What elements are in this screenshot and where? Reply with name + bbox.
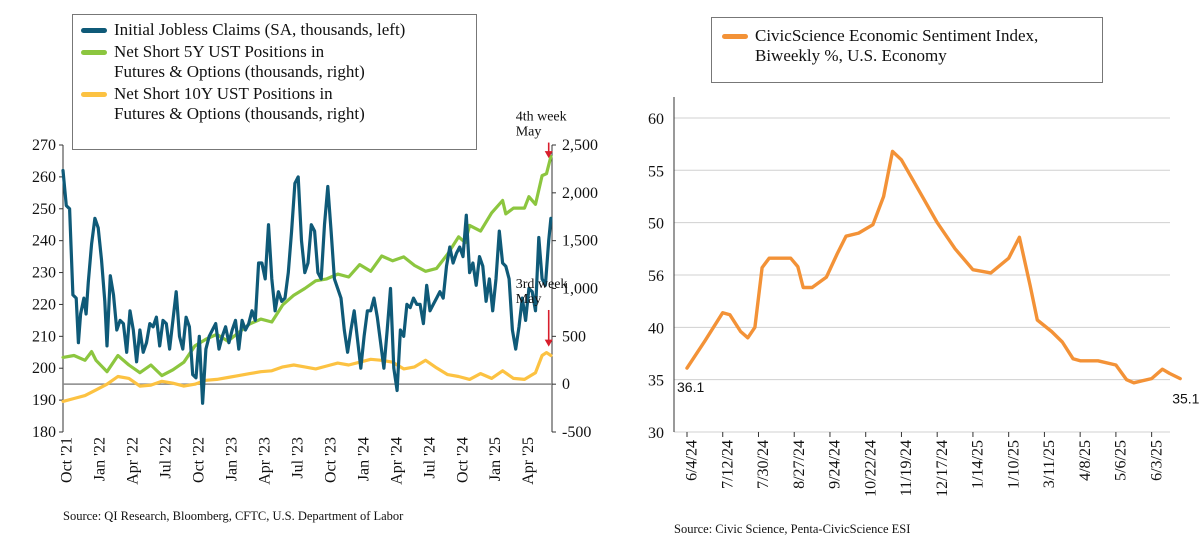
right-chart-x-tick-9-24-24: 9/24/24 [827, 440, 844, 489]
right-y-tick-2-000: 2,000 [562, 185, 598, 202]
left-x-tick-apr-23: Apr '23 [256, 437, 273, 485]
left-y-tick-210: 210 [32, 328, 56, 345]
right-chart-y-tick-30-0: 30 [648, 425, 664, 442]
data-label-end: 35.1 [1172, 391, 1199, 407]
right-chart-x-tick-6-3-25: 6/3/25 [1148, 440, 1165, 481]
right-chart-x-tick-5-6-25: 5/6/25 [1113, 440, 1130, 481]
right-chart-x-tick-7-30-24: 7/30/24 [755, 440, 772, 489]
left-y-tick-180: 180 [32, 424, 56, 441]
right-chart-y-tick-55-5: 55 [648, 163, 664, 180]
left-x-tick-oct-22: Oct '22 [191, 437, 208, 483]
left-x-tick-jul-24: Jul '24 [421, 437, 438, 479]
left-x-tick-apr-24: Apr '24 [388, 437, 405, 485]
legend-swatch-10y-ust [81, 92, 107, 97]
right-chart-y-tick-56-3: 56 [648, 268, 664, 285]
right-legend: CivicScience Economic Sentiment Index, B… [711, 17, 1103, 83]
left-x-tick-jan-23: Jan '23 [224, 437, 241, 481]
left-x-tick-jul-23: Jul '23 [289, 437, 306, 479]
legend-item-5y-ust: Net Short 5Y UST Positions in Futures & … [79, 42, 470, 82]
left-y-tick-220: 220 [32, 296, 56, 313]
left-x-tick-oct-24: Oct '24 [454, 437, 471, 483]
left-x-tick-apr-22: Apr '22 [125, 437, 142, 485]
left-x-tick-jan-22: Jan '22 [92, 437, 109, 481]
annotation-4th-week-may: 4th week May [516, 110, 567, 140]
left-x-tick-oct-21: Oct '21 [59, 437, 76, 483]
data-label-start: 36.1 [677, 379, 704, 395]
right-chart-y-tick-50-4: 50 [648, 216, 664, 233]
legend-label-sentiment-index: CivicScience Economic Sentiment Index, B… [755, 26, 1039, 65]
left-y-tick-230: 230 [32, 265, 56, 282]
left-x-tick-apr-25: Apr '25 [520, 437, 537, 485]
right-chart-x-tick-10-22-24: 10/22/24 [862, 440, 879, 497]
right-source-note: Source: Civic Science, Penta-CivicScienc… [674, 522, 911, 536]
annotation-arrowhead-0 [544, 151, 553, 159]
series-line-5y-ust-net-short [61, 154, 553, 378]
left-x-tick-jan-24: Jan '24 [355, 437, 372, 481]
right-chart-x-tick-7-12-24: 7/12/24 [719, 440, 736, 489]
right-chart: 30 35 40 56 50 55 60 6/4/24 7/12/24 7/30/24 8/27/2… [648, 97, 1200, 497]
legend-swatch-sentiment-index [722, 34, 748, 39]
left-x-tick-jul-22: Jul '22 [158, 437, 175, 479]
right-y-tick-1-000: 1,000 [562, 281, 598, 298]
right-chart-x-tick-8-27-24: 8/27/24 [791, 440, 808, 489]
right-chart-y-tick-60-6: 60 [648, 111, 664, 128]
right-y-tick-500: 500 [562, 328, 586, 345]
right-chart-x-tick-6-4-24: 6/4/24 [684, 440, 701, 481]
left-chart: 180 190 200 210 220 230 240 250 260 270 -500 0 500 1,… [32, 110, 598, 485]
left-x-tick-oct-23: Oct '23 [322, 437, 339, 483]
annotation-3rd-week-may: 3rd week May [516, 277, 568, 307]
left-legend: Initial Jobless Claims (SA, thousands, l… [72, 14, 477, 150]
legend-item-sentiment-index: CivicScience Economic Sentiment Index, B… [720, 26, 1094, 66]
legend-label-5y-ust: Net Short 5Y UST Positions in Futures & … [114, 42, 365, 81]
legend-item-jobless-claims: Initial Jobless Claims (SA, thousands, l… [79, 20, 470, 40]
left-y-tick-200: 200 [32, 360, 56, 377]
series-line-sentiment-index [685, 149, 1182, 385]
annotation-arrowhead-1 [544, 339, 553, 347]
left-x-tick-jan-25: Jan '25 [487, 437, 504, 481]
legend-label-jobless-claims: Initial Jobless Claims (SA, thousands, l… [114, 20, 406, 39]
left-y-tick-250: 250 [32, 201, 56, 218]
left-y-tick-240: 240 [32, 233, 56, 250]
right-chart-x-tick-11-19-24: 11/19/24 [898, 440, 915, 496]
left-y-tick-270: 270 [32, 137, 56, 154]
right-chart-x-tick-1-14-25: 1/14/25 [970, 440, 987, 489]
right-chart-x-tick-1-10-25: 1/10/25 [1005, 440, 1022, 489]
right-chart-x-tick-12-17-24: 12/17/24 [934, 440, 951, 497]
right-y-tick-1-500: 1,500 [562, 233, 598, 250]
right-y-tick-0: 0 [562, 376, 570, 393]
right-chart-y-tick-35-1: 35 [648, 373, 664, 390]
left-y-tick-190: 190 [32, 392, 56, 409]
left-y-tick-260: 260 [32, 169, 56, 186]
legend-swatch-jobless-claims [81, 28, 107, 33]
legend-item-10y-ust: Net Short 10Y UST Positions in Futures &… [79, 84, 470, 124]
left-source-note: Source: QI Research, Bloomberg, CFTC, U.… [63, 509, 404, 523]
right-y-tick-500: -500 [562, 424, 591, 441]
legend-swatch-5y-ust [81, 50, 107, 55]
right-chart-x-tick-4-8-25: 4/8/25 [1077, 440, 1094, 481]
right-chart-y-tick-40-2: 40 [648, 320, 664, 337]
series-line-jobless-claims [61, 168, 553, 405]
right-chart-x-tick-3-11-25: 3/11/25 [1041, 440, 1058, 488]
legend-label-10y-ust: Net Short 10Y UST Positions in Futures &… [114, 84, 365, 123]
series-line-10y-ust-net-short [61, 351, 553, 403]
right-y-tick-2-500: 2,500 [562, 137, 598, 154]
